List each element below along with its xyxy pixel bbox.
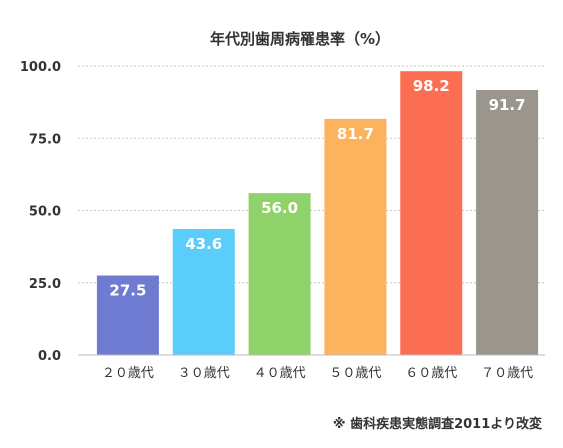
bar — [248, 193, 311, 355]
x-tick-label: ６０歳代 — [405, 366, 457, 381]
y-axis: 0.0 25.0 50.0 75.0 100.0 — [20, 60, 61, 364]
y-tick-label: 0.0 — [38, 349, 61, 364]
x-tick-label: ７０歳代 — [481, 366, 533, 381]
y-tick-label: 75.0 — [29, 132, 61, 147]
chart-title: 年代別歯周病罹患率（%） — [210, 30, 390, 48]
data-label: 98.2 — [413, 77, 450, 95]
data-label: 27.5 — [109, 282, 146, 300]
data-label: 43.6 — [185, 235, 222, 253]
bar — [476, 89, 539, 355]
y-tick-label: 25.0 — [29, 277, 61, 292]
bar — [324, 118, 387, 356]
x-tick-label: ３０歳代 — [178, 366, 230, 381]
bar — [400, 71, 463, 356]
y-tick-label: 50.0 — [29, 205, 61, 220]
data-label: 56.0 — [261, 199, 298, 217]
data-label: 81.7 — [337, 125, 374, 143]
x-tick-label: ２０歳代 — [102, 366, 154, 381]
x-axis: ２０歳代 ３０歳代 ４０歳代 ５０歳代 ６０歳代 ７０歳代 — [102, 366, 533, 381]
grid-lines — [78, 65, 545, 284]
x-tick-label: ４０歳代 — [254, 366, 306, 381]
bars: 27.5 43.6 56.0 81.7 98.2 91.7 — [96, 71, 539, 356]
bar — [172, 228, 235, 355]
footnote: ※ 歯科疾患実態調査2011より改変 — [333, 416, 542, 432]
data-label: 91.7 — [489, 96, 526, 114]
bar — [96, 275, 159, 355]
x-tick-label: ５０歳代 — [329, 366, 381, 381]
y-tick-label: 100.0 — [20, 60, 61, 75]
